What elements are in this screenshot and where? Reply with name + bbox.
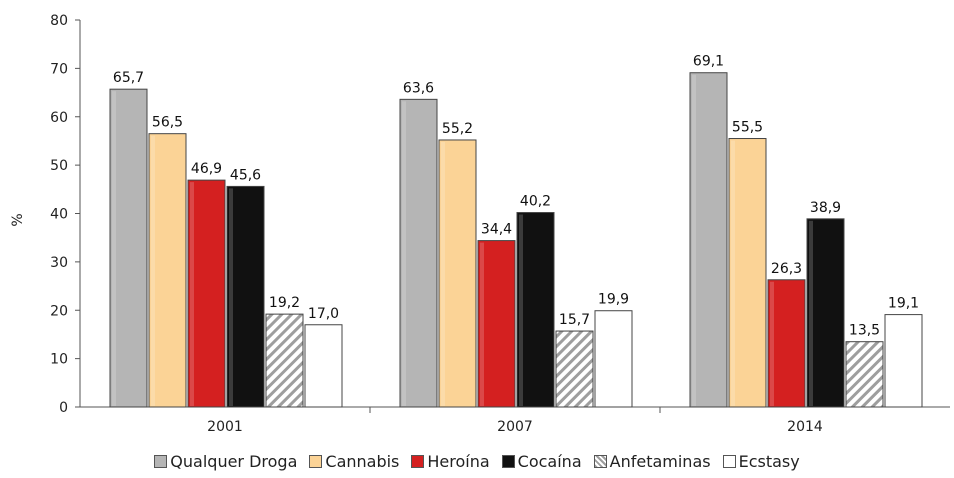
bar-highlight	[770, 281, 774, 406]
bar-highlight	[229, 188, 233, 406]
data-label: 13,5	[849, 323, 880, 339]
bar-cannabis-2014	[728, 138, 767, 408]
y-tick-label: 30	[50, 255, 68, 271]
data-label: 55,5	[732, 120, 763, 136]
y-tick-label: 60	[50, 110, 68, 126]
legend-swatch	[411, 454, 425, 468]
bar-cannabis-2001	[148, 133, 187, 408]
bars	[109, 72, 923, 408]
bar-anfetaminas-2014	[845, 341, 884, 408]
y-tick-label: 80	[50, 13, 68, 29]
bar-highlight	[112, 91, 116, 407]
bar-highlight	[402, 101, 406, 407]
data-label: 55,2	[442, 121, 473, 137]
data-label: 19,9	[598, 292, 629, 308]
bar-highlight	[441, 141, 445, 406]
legend-item-ecstasy: Ecstasy	[722, 451, 800, 471]
y-tick-label: 20	[50, 303, 68, 319]
legend-item-anfetaminas: Anfetaminas	[593, 451, 711, 471]
data-labels: 65,7 56,5 46,9 45,6 19,2 17,0 63,6 55,2 34,4 40,2…	[113, 54, 919, 339]
bar-qualquer-droga-2001	[109, 88, 148, 408]
bar-coca-na-2007	[516, 212, 555, 408]
legend-label: Qualquer Droga	[170, 451, 298, 471]
legend-swatch	[309, 454, 323, 468]
ticks: 0 10 20 30 40 50 60 70 80 2001 2007 2014	[50, 13, 823, 435]
bar-ecstasy-2007	[594, 310, 633, 408]
bar-highlight	[809, 220, 813, 406]
data-label: 40,2	[520, 194, 551, 210]
bar-coca-na-2001	[226, 185, 265, 408]
y-tick-label: 10	[50, 352, 68, 368]
data-label: 69,1	[693, 54, 724, 70]
legend-item-coca-na: Cocaína	[501, 451, 582, 471]
data-label: 63,6	[403, 80, 434, 96]
bar-coca-na-2014	[806, 218, 845, 408]
bar-anfetaminas-2007	[555, 330, 594, 408]
bar-highlight	[480, 242, 484, 406]
bar-qualquer-droga-2014	[689, 72, 728, 408]
legend: Qualquer Droga Cannabis Heroína Cocaína Anfe…	[0, 448, 954, 474]
legend-swatch	[593, 454, 607, 468]
y-tick-label: 0	[59, 400, 68, 416]
data-label: 19,1	[888, 296, 919, 312]
bar-cannabis-2007	[438, 139, 477, 408]
bar-highlight	[731, 140, 735, 407]
x-tick-label: 2014	[787, 419, 823, 435]
data-label: 56,5	[152, 115, 183, 131]
bar-hero-na-2014	[767, 279, 806, 408]
y-tick-label: 70	[50, 61, 68, 77]
bar-highlight	[190, 182, 194, 406]
data-label: 26,3	[771, 261, 802, 277]
y-tick-label: 50	[50, 158, 68, 174]
legend-label: Anfetaminas	[609, 451, 711, 471]
bar-qualquer-droga-2007	[399, 98, 438, 408]
bar-anfetaminas-2001	[265, 313, 304, 408]
x-tick-label: 2001	[207, 419, 243, 435]
bar-hero-na-2007	[477, 240, 516, 408]
legend-label: Cannabis	[325, 451, 400, 471]
data-label: 65,7	[113, 70, 144, 86]
legend-label: Heroína	[427, 451, 490, 471]
data-label: 19,2	[269, 295, 300, 311]
data-label: 15,7	[559, 312, 590, 328]
bar-hero-na-2001	[187, 179, 226, 408]
data-label: 46,9	[191, 161, 222, 177]
bar-highlight	[519, 214, 523, 406]
bar-ecstasy-2014	[884, 314, 923, 408]
legend-swatch	[501, 454, 515, 468]
legend-item-hero-na: Heroína	[411, 451, 490, 471]
data-label: 38,9	[810, 200, 841, 216]
bar-highlight	[692, 74, 696, 406]
legend-item-cannabis: Cannabis	[309, 452, 399, 471]
data-label: 34,4	[481, 222, 512, 238]
x-tick-label: 2007	[497, 419, 533, 435]
y-tick-label: 40	[50, 207, 68, 223]
legend-item-qualquer-droga: Qualquer Droga	[154, 452, 297, 471]
legend-swatch	[154, 454, 168, 468]
legend-label: Cocaína	[517, 451, 582, 471]
data-label: 45,6	[230, 167, 261, 183]
y-axis-title: %	[10, 213, 26, 226]
legend-label: Ecstasy	[738, 451, 800, 471]
bar-highlight	[151, 135, 155, 406]
legend-swatch	[722, 454, 736, 468]
bar-ecstasy-2001	[304, 324, 343, 408]
data-label: 17,0	[308, 306, 339, 322]
